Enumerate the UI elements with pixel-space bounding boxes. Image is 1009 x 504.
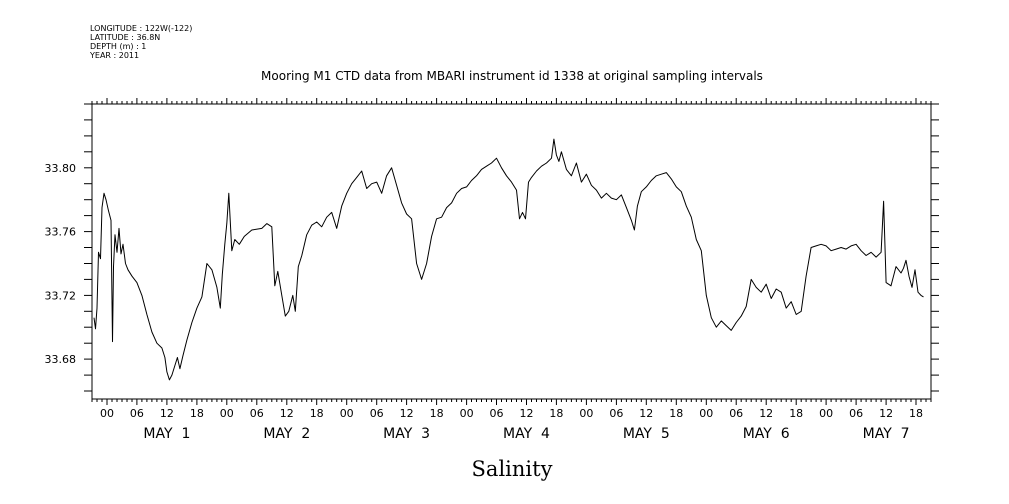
x-tick-label: 00 xyxy=(460,407,474,420)
x-tick-label: 06 xyxy=(250,407,264,420)
x-tick-label: 00 xyxy=(699,407,713,420)
x-tick-label: 18 xyxy=(310,407,324,420)
y-tick-label: 33.68 xyxy=(45,353,77,366)
axis-ticks xyxy=(84,98,939,405)
x-tick-label: 00 xyxy=(579,407,593,420)
x-tick-label: 00 xyxy=(819,407,833,420)
day-label: MAY 5 xyxy=(623,426,670,442)
day-label: MAY 4 xyxy=(503,426,550,442)
series-line xyxy=(93,138,924,381)
x-tick-label: 18 xyxy=(909,407,923,420)
x-tick-label: 18 xyxy=(669,407,683,420)
y-tick-label: 33.80 xyxy=(45,162,77,175)
x-tick-label: 06 xyxy=(130,407,144,420)
x-tick-label: 06 xyxy=(729,407,743,420)
meta-latitude: LATITUDE : 36.8N xyxy=(90,33,160,42)
x-tick-label: 12 xyxy=(759,407,773,420)
day-label: MAY 1 xyxy=(143,426,190,442)
x-tick-label: 12 xyxy=(639,407,653,420)
x-tick-label: 12 xyxy=(520,407,534,420)
x-tick-label: 12 xyxy=(400,407,414,420)
x-tick-label: 00 xyxy=(340,407,354,420)
meta-longitude: LONGITUDE : 122W(-122) xyxy=(90,24,192,33)
x-tick-label: 18 xyxy=(430,407,444,420)
x-tick-label: 06 xyxy=(490,407,504,420)
x-tick-label: 00 xyxy=(220,407,234,420)
meta-depth: DEPTH (m) : 1 xyxy=(90,42,146,51)
day-label: MAY 3 xyxy=(383,426,430,442)
x-tick-label: 18 xyxy=(190,407,204,420)
x-tick-label: 12 xyxy=(160,407,174,420)
x-tick-labels: 00 06 12 18 00 06 12 18 00 06 12 18 00 06 12 18 00 06 12 18… xyxy=(100,407,923,420)
x-tick-label: 12 xyxy=(280,407,294,420)
plot-frame xyxy=(91,103,932,400)
x-tick-label: 00 xyxy=(100,407,114,420)
meta-year: YEAR : 2011 xyxy=(89,51,139,60)
x-tick-label: 06 xyxy=(609,407,623,420)
day-labels: MAY 1 MAY 2 MAY 3 MAY 4 MAY 5 MAY 6 MAY 7 xyxy=(143,426,909,442)
y-tick-label: 33.76 xyxy=(45,226,77,239)
day-label: MAY 7 xyxy=(863,426,910,442)
day-label: MAY 6 xyxy=(743,426,790,442)
chart-title: Mooring M1 CTD data from MBARI instrumen… xyxy=(261,69,763,83)
day-label: MAY 2 xyxy=(263,426,310,442)
x-tick-label: 18 xyxy=(549,407,563,420)
x-axis-label: Salinity xyxy=(472,457,553,481)
y-tick-label: 33.72 xyxy=(45,289,77,302)
x-tick-label: 06 xyxy=(849,407,863,420)
x-tick-label: 18 xyxy=(789,407,803,420)
x-tick-label: 12 xyxy=(879,407,893,420)
y-tick-labels: 33.68 33.72 33.76 33.80 xyxy=(45,162,77,366)
x-tick-label: 06 xyxy=(370,407,384,420)
series-layer xyxy=(93,138,924,381)
